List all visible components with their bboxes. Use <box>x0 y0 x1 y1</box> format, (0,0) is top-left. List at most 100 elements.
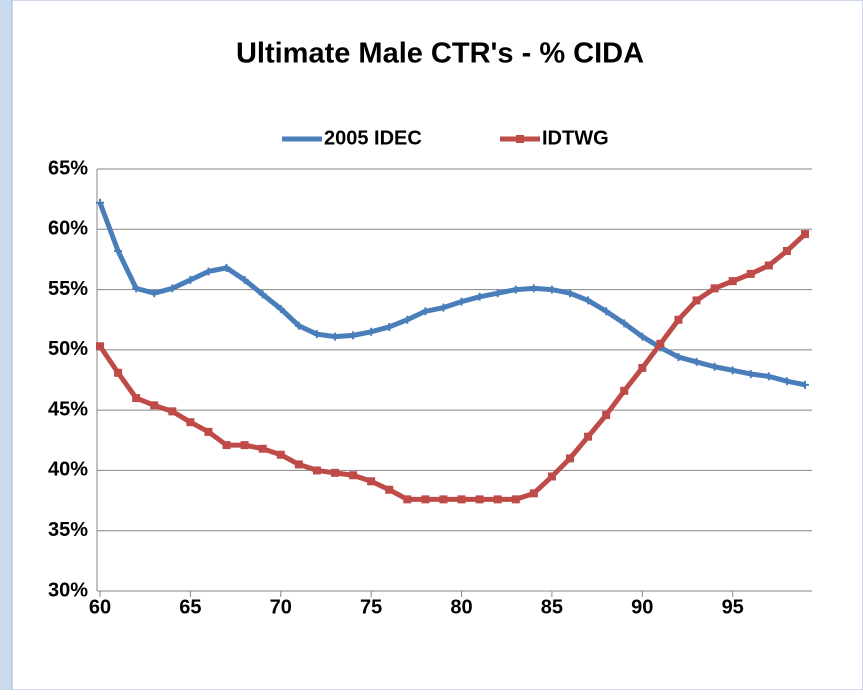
point-marker <box>349 471 358 480</box>
point-marker <box>457 297 466 306</box>
y-tick-label: 45% <box>48 398 88 420</box>
x-tick-label: 65 <box>179 596 201 618</box>
y-tick-label: 65% <box>48 157 88 179</box>
point-marker <box>674 353 683 362</box>
point-marker <box>493 289 502 298</box>
point-marker <box>529 284 538 293</box>
point-marker <box>331 468 339 477</box>
legend-marker <box>516 135 524 143</box>
point-marker <box>222 263 231 272</box>
point-marker <box>294 321 303 330</box>
x-tick-label: 75 <box>360 596 382 618</box>
point-marker <box>584 296 593 305</box>
point-marker <box>746 269 755 278</box>
point-marker <box>710 284 719 293</box>
point-marker <box>620 319 629 328</box>
y-tick-label: 50% <box>48 338 88 360</box>
point-marker <box>349 331 358 340</box>
point-marker <box>312 330 321 339</box>
point-marker <box>403 315 412 324</box>
legend-label: IDTWG <box>542 127 609 149</box>
point-marker <box>638 363 647 372</box>
point-marker <box>258 444 267 453</box>
point-marker <box>204 427 213 436</box>
y-tick-label: 60% <box>48 218 88 240</box>
point-marker <box>421 307 430 316</box>
point-marker <box>638 332 647 341</box>
point-marker <box>782 246 791 255</box>
point-marker <box>710 362 719 371</box>
point-marker <box>204 267 213 276</box>
point-marker <box>493 495 502 504</box>
point-marker <box>566 289 574 298</box>
point-marker <box>439 303 448 312</box>
point-marker <box>547 472 556 481</box>
point-marker <box>782 377 791 386</box>
point-marker <box>331 332 339 341</box>
point-marker <box>764 261 773 270</box>
point-marker <box>728 277 737 286</box>
point-marker <box>294 460 303 469</box>
point-marker <box>457 495 466 504</box>
point-marker <box>132 394 141 403</box>
legend-label: 2005 IDEC <box>324 127 422 149</box>
point-marker <box>276 450 285 459</box>
point-marker <box>240 275 249 284</box>
point-marker <box>312 466 321 475</box>
x-tick-label: 95 <box>722 596 744 618</box>
point-marker <box>764 372 773 381</box>
point-marker <box>367 327 376 336</box>
x-tick-label: 70 <box>270 596 292 618</box>
point-marker <box>222 441 231 450</box>
y-tick-label: 35% <box>48 519 88 541</box>
x-tick-label: 60 <box>89 596 111 618</box>
point-marker <box>186 275 195 284</box>
point-marker <box>566 454 574 463</box>
point-marker <box>186 418 195 427</box>
y-tick-label: 40% <box>48 459 88 481</box>
point-marker <box>96 342 104 351</box>
x-tick-label: 80 <box>450 596 472 618</box>
point-marker <box>602 307 611 316</box>
point-marker <box>168 284 177 293</box>
point-marker <box>367 477 376 486</box>
point-marker <box>240 441 249 450</box>
point-marker <box>692 357 701 366</box>
point-marker <box>692 296 701 305</box>
series-line <box>97 232 807 502</box>
side-strip <box>0 0 12 690</box>
point-marker <box>801 230 809 239</box>
point-marker <box>276 304 285 313</box>
y-tick-label: 30% <box>48 579 88 601</box>
point-marker <box>421 495 430 504</box>
point-marker <box>620 386 629 395</box>
point-marker <box>547 285 556 294</box>
series-line <box>97 201 806 388</box>
point-marker <box>114 368 123 377</box>
point-marker <box>475 495 484 504</box>
point-marker <box>656 339 665 348</box>
point-marker <box>584 432 593 441</box>
point-marker <box>511 495 520 504</box>
point-marker <box>168 407 177 416</box>
point-marker <box>511 285 520 294</box>
point-marker <box>385 322 394 331</box>
point-marker <box>150 401 159 410</box>
point-marker <box>403 495 412 504</box>
point-marker <box>114 246 123 255</box>
point-marker <box>529 489 538 498</box>
point-marker <box>801 380 809 389</box>
point-marker <box>674 315 683 324</box>
point-marker <box>258 290 267 299</box>
x-tick-label: 85 <box>541 596 563 618</box>
y-tick-label: 55% <box>48 278 88 300</box>
x-tick-label: 90 <box>631 596 653 618</box>
point-marker <box>150 289 159 298</box>
point-marker <box>602 410 611 419</box>
point-marker <box>728 366 737 375</box>
chart-frame <box>11 0 863 691</box>
chart-title: Ultimate Male CTR's - % CIDA <box>236 38 644 70</box>
point-marker <box>746 369 755 378</box>
point-marker <box>385 485 394 494</box>
